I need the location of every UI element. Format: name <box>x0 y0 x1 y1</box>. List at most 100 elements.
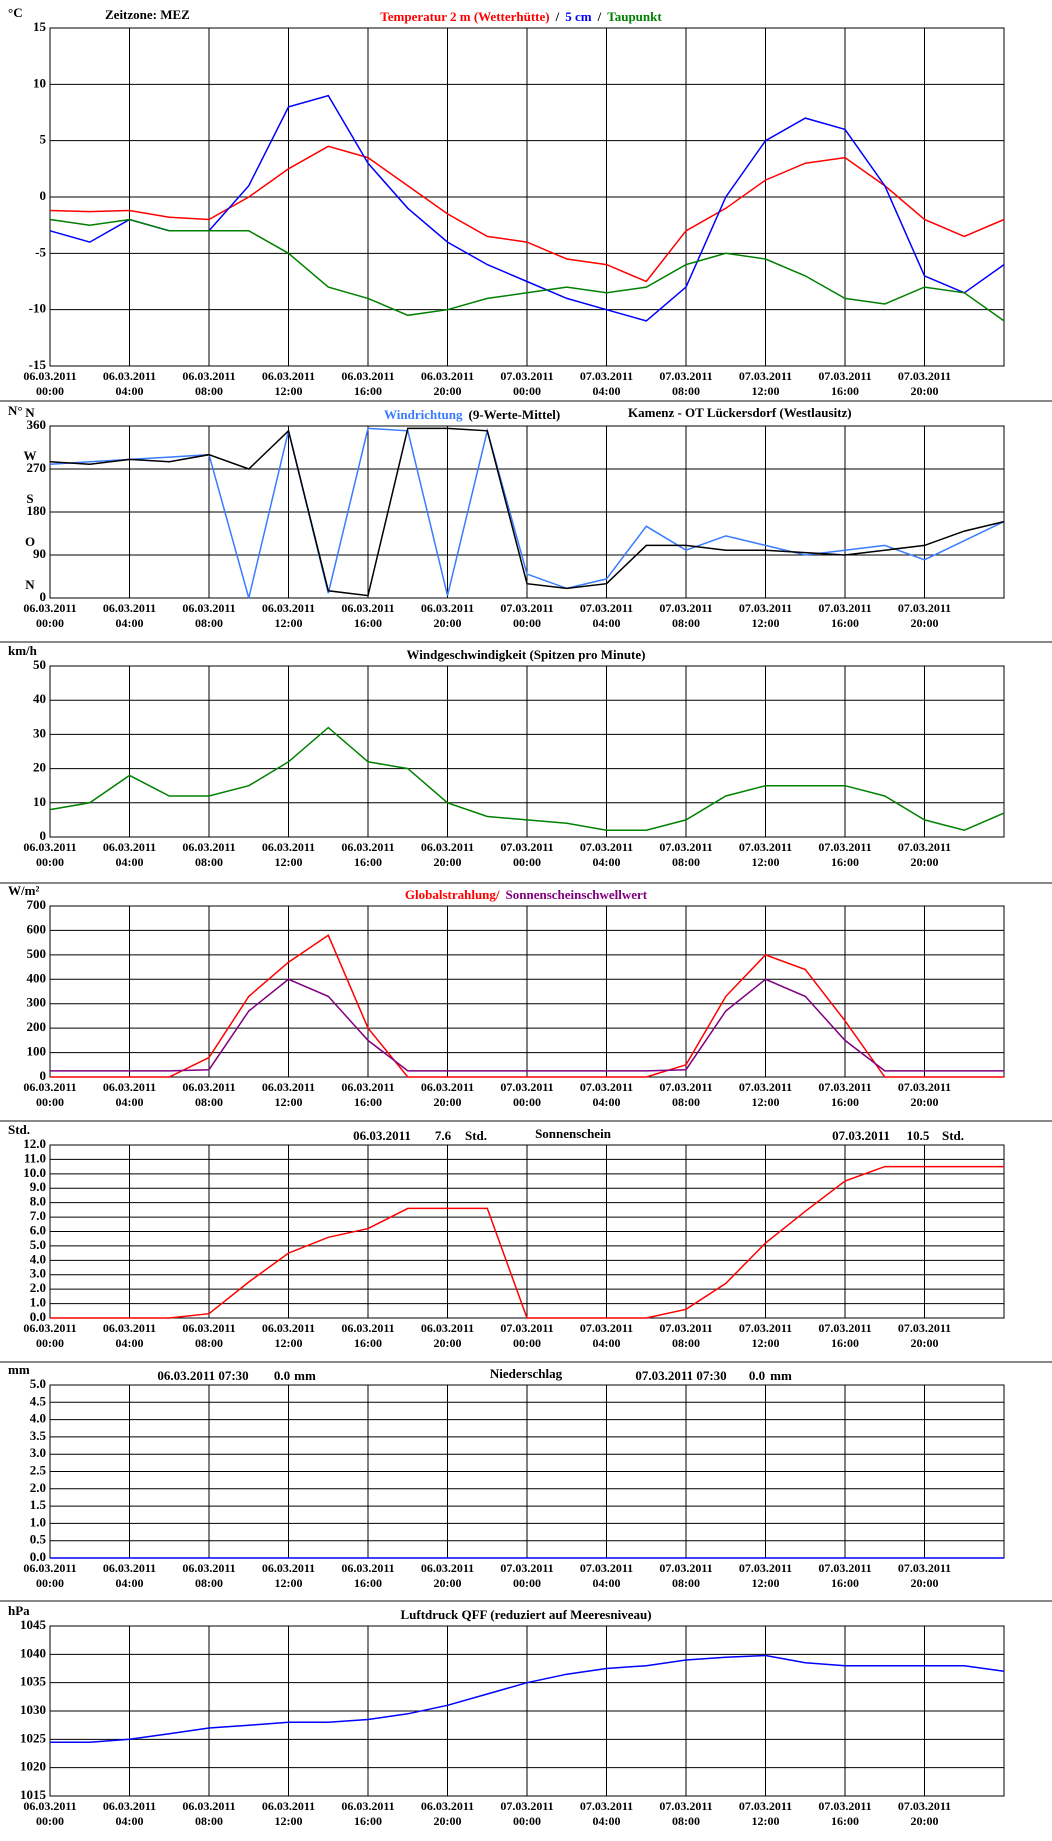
x-tick-label: 06.03.2011 16:00 <box>341 601 395 630</box>
x-tick-label: 06.03.2011 08:00 <box>182 369 236 398</box>
y-tick-label: 300 <box>27 995 47 1010</box>
chart-title: Sonnenschein <box>535 1126 612 1141</box>
x-tick-label: 07.03.2011 08:00 <box>659 1799 713 1828</box>
x-tick-label: 07.03.2011 08:00 <box>659 840 713 869</box>
x-tick-label: 07.03.2011 20:00 <box>897 601 952 630</box>
y-tick-label: 400 <box>27 970 47 985</box>
y-axis-label: Std. <box>8 1122 30 1137</box>
x-tick-label: 07.03.2011 16:00 <box>818 840 872 869</box>
x-tick-label: 07.03.2011 16:00 <box>818 1799 872 1828</box>
annotation: 06.03.2011 07:30 <box>157 1368 248 1383</box>
y-tick-label: 0.0 <box>30 1309 46 1324</box>
data-line <box>49 427 1005 597</box>
y-axis-label: km/h <box>8 643 38 658</box>
x-tick-label: 07.03.2011 04:00 <box>579 369 634 398</box>
y-tick-label: 90 <box>33 546 46 561</box>
annotation: mm <box>294 1368 316 1383</box>
y-tick-label: 3.0 <box>30 1266 46 1281</box>
x-tick-label: 06.03.2011 04:00 <box>102 1799 157 1828</box>
y-tick-label: 7.0 <box>30 1208 46 1223</box>
title-separator: / <box>555 9 560 24</box>
y-tick-label: 600 <box>27 921 47 936</box>
legend-entry: Temperatur 2 m (Wetterhütte) <box>380 9 549 24</box>
annotation: Zeitzone: MEZ <box>105 7 190 22</box>
x-tick-label: 07.03.2011 00:00 <box>500 601 554 630</box>
y-tick-label: -15 <box>29 357 47 372</box>
annotation: 0.0 <box>274 1368 290 1383</box>
x-tick-label: 06.03.2011 12:00 <box>261 1080 316 1109</box>
x-tick-label: 07.03.2011 00:00 <box>500 840 554 869</box>
data-line <box>50 1165 1004 1319</box>
data-line <box>49 726 1005 831</box>
x-tick-label: 07.03.2011 08:00 <box>659 1080 713 1109</box>
data-line <box>50 978 1004 1072</box>
y-tick-label: 3.0 <box>30 1445 46 1460</box>
y-tick-label: 12.0 <box>23 1136 46 1151</box>
data-line <box>49 218 1005 322</box>
y-tick-label: 10 <box>33 75 46 90</box>
x-tick-label: 06.03.2011 00:00 <box>23 1080 77 1109</box>
x-tick-label: 07.03.2011 04:00 <box>579 1080 634 1109</box>
legend-entry: Globalstrahlung/ <box>405 887 500 902</box>
y-tick-label: 1.5 <box>30 1497 47 1512</box>
y-tick-label: 100 <box>27 1044 47 1059</box>
y-tick-label: 1015 <box>20 1787 47 1802</box>
x-tick-label: 06.03.2011 16:00 <box>341 1080 395 1109</box>
x-tick-label: 07.03.2011 08:00 <box>659 1561 713 1590</box>
chart-title: Windgeschwindigkeit (Spitzen pro Minute) <box>407 647 646 662</box>
annotation: Kamenz - OT Lückersdorf (Westlausitz) <box>628 405 852 420</box>
y-tick-label: 4.5 <box>30 1393 47 1408</box>
x-tick-label: 07.03.2011 00:00 <box>500 1799 554 1828</box>
x-tick-label: 07.03.2011 08:00 <box>659 601 713 630</box>
x-tick-label: 06.03.2011 08:00 <box>182 1561 236 1590</box>
x-tick-label: 07.03.2011 20:00 <box>897 369 952 398</box>
x-tick-label: 07.03.2011 04:00 <box>579 1561 634 1590</box>
x-tick-label: 06.03.2011 16:00 <box>341 840 395 869</box>
x-tick-label: 06.03.2011 00:00 <box>23 1561 77 1590</box>
x-tick-label: 06.03.2011 08:00 <box>182 840 236 869</box>
chart-title: Temperatur 2 m (Wetterhütte) / 5 cm / Taupun… <box>380 9 662 24</box>
title-separator: / <box>597 9 602 24</box>
compass-label: N <box>25 577 35 592</box>
x-tick-label: 07.03.2011 04:00 <box>579 1799 634 1828</box>
x-tick-label: 06.03.2011 16:00 <box>341 1561 395 1590</box>
x-tick-label: 06.03.2011 16:00 <box>341 369 395 398</box>
x-tick-label: 07.03.2011 16:00 <box>818 601 872 630</box>
y-tick-label: 1.0 <box>30 1514 46 1529</box>
x-tick-label: 07.03.2011 12:00 <box>738 1321 793 1350</box>
y-tick-label: 360 <box>27 417 47 432</box>
y-tick-label: 0 <box>40 188 47 203</box>
annotation: 0.0 <box>749 1368 765 1383</box>
x-tick-label: 07.03.2011 16:00 <box>818 1321 872 1350</box>
x-tick-label: 06.03.2011 04:00 <box>102 840 157 869</box>
y-tick-label: 0 <box>40 589 47 604</box>
annotation: 07.03.2011 07:30 <box>635 1368 726 1383</box>
annotation: mm <box>770 1368 792 1383</box>
y-tick-label: 1020 <box>20 1759 46 1774</box>
x-tick-label: 07.03.2011 04:00 <box>579 840 634 869</box>
x-tick-label: 06.03.2011 20:00 <box>420 1321 475 1350</box>
y-tick-label: 3.5 <box>30 1428 47 1443</box>
compass-label: O <box>25 534 35 549</box>
data-line <box>49 145 1005 283</box>
x-tick-label: 06.03.2011 08:00 <box>182 1799 236 1828</box>
y-tick-label: 10.0 <box>23 1165 46 1180</box>
y-tick-label: 5.0 <box>30 1237 46 1252</box>
x-tick-label: 07.03.2011 04:00 <box>579 601 634 630</box>
x-tick-label: 07.03.2011 16:00 <box>818 1080 872 1109</box>
y-tick-label: 0.5 <box>30 1532 47 1547</box>
x-tick-label: 06.03.2011 00:00 <box>23 1799 77 1828</box>
x-tick-label: 07.03.2011 04:00 <box>579 1321 634 1350</box>
x-tick-label: 07.03.2011 12:00 <box>738 1799 793 1828</box>
annotation: Std. <box>465 1128 487 1143</box>
data-line <box>50 1654 1005 1743</box>
x-tick-label: 07.03.2011 12:00 <box>738 601 793 630</box>
compass-label: S <box>26 491 33 506</box>
x-tick-label: 06.03.2011 16:00 <box>341 1799 395 1828</box>
x-tick-label: 07.03.2011 08:00 <box>659 369 713 398</box>
y-tick-label: 15 <box>33 19 47 34</box>
x-tick-label: 07.03.2011 20:00 <box>897 1080 952 1109</box>
x-tick-label: 06.03.2011 20:00 <box>420 601 475 630</box>
x-tick-label: 06.03.2011 04:00 <box>102 1561 157 1590</box>
